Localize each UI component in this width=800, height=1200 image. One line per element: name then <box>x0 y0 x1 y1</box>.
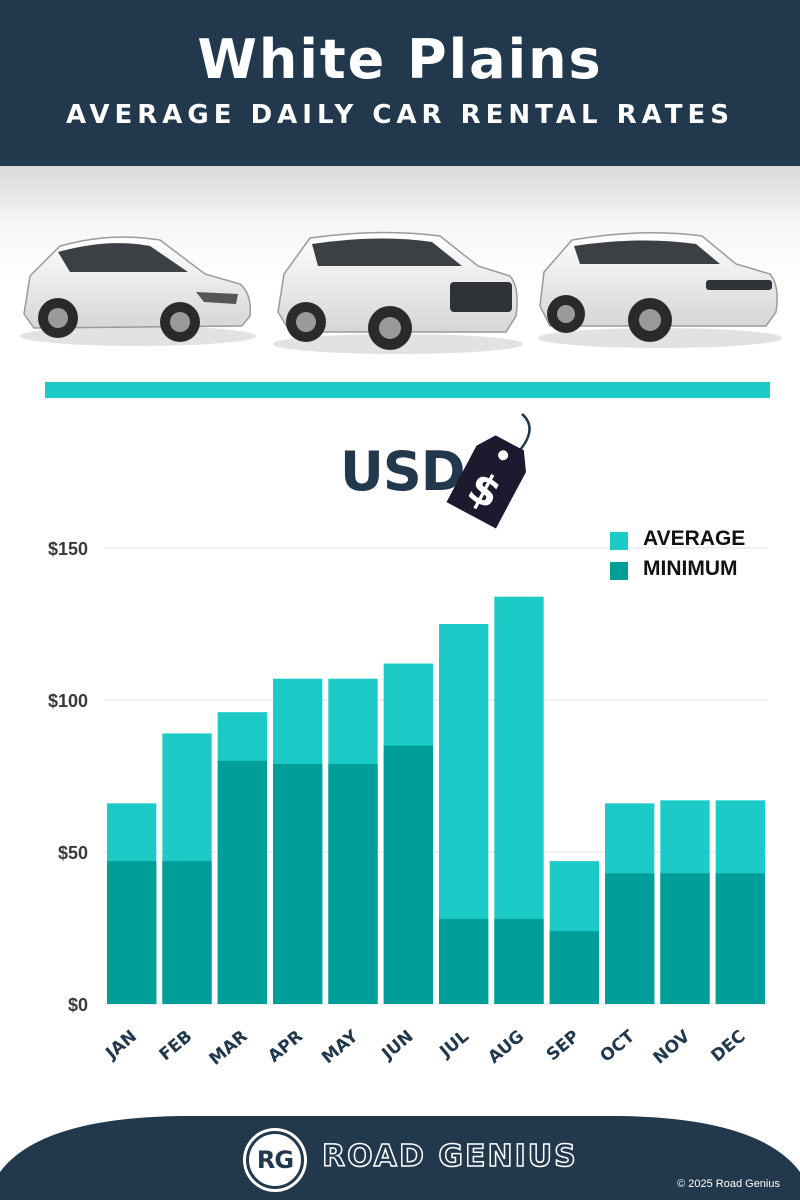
y-tick-label: $100 <box>48 691 88 711</box>
x-tick-label-mar: MAR <box>206 1027 252 1070</box>
x-tick-label-oct: OCT <box>597 1026 640 1066</box>
legend-label-average: AVERAGE <box>643 527 746 550</box>
road-genius-logo: RG <box>246 1131 304 1189</box>
x-tick-label-aug: AUG <box>484 1027 528 1068</box>
accent-divider <box>45 382 770 398</box>
bar-minimum-jul <box>439 918 489 1004</box>
rental-rates-bar-chart: $0 $50 $100 $150 JAN FEB MAR APR MAY JUN JUL AUG SE… <box>48 539 768 1070</box>
x-tick-label-may: MAY <box>318 1026 363 1068</box>
legend-label-minimum: MINIMUM <box>643 557 738 580</box>
x-tick-label-jun: JUN <box>378 1027 418 1065</box>
y-tick-label: $0 <box>68 995 88 1015</box>
x-axis-ticks: JAN FEB MAR APR MAY JUN JUL AUG SEP OCT NOV DEC <box>101 1026 749 1070</box>
y-axis-ticks: $0 $50 $100 $150 <box>48 539 88 1015</box>
page-title: White Plains <box>197 28 603 91</box>
bar-minimum-jun <box>383 745 433 1004</box>
x-tick-label-dec: DEC <box>707 1027 749 1067</box>
legend-swatch-minimum <box>610 562 628 580</box>
logo-text: RG <box>256 1146 294 1174</box>
y-tick-label: $50 <box>58 843 88 863</box>
brand-name: ROAD GENIUS <box>321 1138 578 1175</box>
bars <box>107 596 765 1004</box>
bar-minimum-may <box>328 763 378 1004</box>
x-tick-label-apr: APR <box>264 1027 307 1067</box>
legend-swatch-average <box>610 532 628 550</box>
bar-minimum-oct <box>605 873 655 1004</box>
currency-label: USD <box>340 440 466 503</box>
suv-car-icon <box>273 231 523 354</box>
car-illustrations <box>20 231 782 354</box>
bar-minimum-feb <box>162 861 212 1004</box>
header-banner: White Plains AVERAGE DAILY CAR RENTAL RA… <box>0 0 800 166</box>
page-subtitle: AVERAGE DAILY CAR RENTAL RATES <box>66 100 734 130</box>
x-tick-label-sep: SEP <box>543 1027 584 1066</box>
copyright-text: © 2025 Road Genius <box>677 1178 780 1190</box>
bar-minimum-apr <box>273 763 323 1004</box>
x-tick-label-jan: JAN <box>101 1027 140 1065</box>
hatchback-car-icon <box>20 236 256 346</box>
x-tick-label-feb: FEB <box>156 1027 197 1066</box>
grid-lines <box>104 547 768 1005</box>
x-tick-label-jul: JUL <box>436 1026 473 1062</box>
crossover-car-icon <box>538 232 782 348</box>
y-tick-label: $150 <box>48 539 88 559</box>
price-tag-icon: $ <box>446 413 531 529</box>
footer-banner <box>0 1116 800 1200</box>
bar-minimum-nov <box>660 873 710 1004</box>
bar-minimum-mar <box>217 760 267 1004</box>
bar-minimum-dec <box>715 873 765 1004</box>
bar-minimum-sep <box>549 931 599 1004</box>
x-tick-label-nov: NOV <box>650 1026 695 1068</box>
bar-minimum-jan <box>107 861 157 1004</box>
bar-minimum-aug <box>494 918 544 1004</box>
